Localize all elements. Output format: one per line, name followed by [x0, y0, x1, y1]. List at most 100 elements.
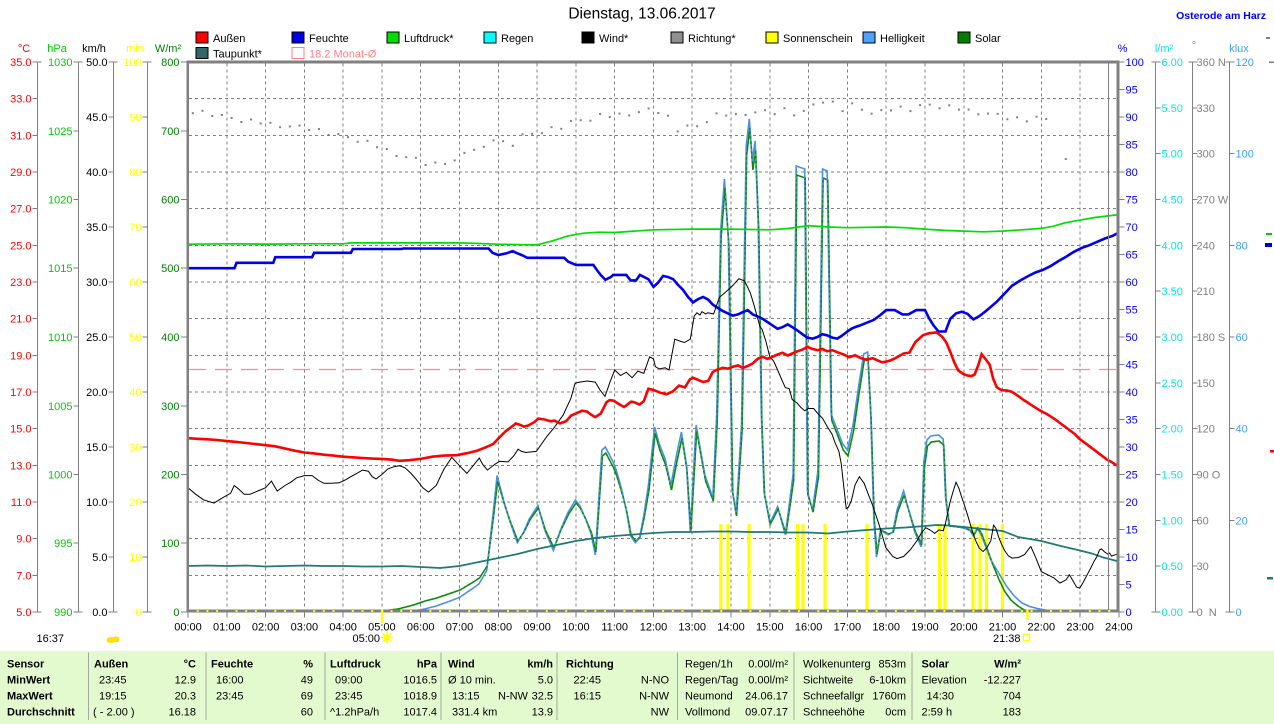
- svg-text:Wolkenunterg: Wolkenunterg: [803, 659, 871, 671]
- svg-text:4.00: 4.00: [1162, 240, 1183, 252]
- svg-text:16:15: 16:15: [574, 691, 602, 703]
- svg-text:W/m²: W/m²: [994, 659, 1021, 671]
- svg-text:0.0: 0.0: [92, 607, 107, 619]
- svg-text:10:00: 10:00: [562, 622, 590, 634]
- svg-text:30.0: 30.0: [86, 277, 107, 289]
- svg-text:1030: 1030: [48, 57, 72, 69]
- svg-text:17:00: 17:00: [834, 622, 862, 634]
- svg-text:20:00: 20:00: [950, 622, 978, 634]
- svg-text:300: 300: [161, 401, 179, 413]
- svg-text:30: 30: [129, 442, 141, 454]
- svg-text:35.0: 35.0: [10, 57, 31, 69]
- svg-text:24:00: 24:00: [1105, 622, 1133, 634]
- svg-text:°: °: [1192, 40, 1196, 52]
- svg-text:45: 45: [1126, 360, 1138, 372]
- svg-text:13.0: 13.0: [10, 460, 31, 472]
- svg-text:0 N: 0 N: [1197, 607, 1217, 619]
- svg-text:12:00: 12:00: [640, 622, 668, 634]
- svg-text:27.0: 27.0: [10, 204, 31, 216]
- svg-text:Taupunkt*: Taupunkt*: [213, 49, 263, 61]
- svg-text:11:00: 11:00: [601, 622, 628, 634]
- svg-text:400: 400: [161, 332, 179, 344]
- svg-text:90: 90: [129, 112, 141, 124]
- svg-text:Außen: Außen: [94, 659, 129, 671]
- svg-text:hPa: hPa: [417, 659, 438, 671]
- svg-text:10: 10: [1126, 552, 1138, 564]
- svg-text:0cm: 0cm: [885, 707, 906, 719]
- svg-text:853m: 853m: [878, 659, 906, 671]
- svg-text:90 O: 90 O: [1197, 470, 1221, 482]
- svg-text:90: 90: [1126, 112, 1138, 124]
- svg-text:16:37: 16:37: [36, 633, 64, 645]
- svg-text:N-NW: N-NW: [498, 691, 529, 703]
- svg-text:3.00: 3.00: [1162, 332, 1183, 344]
- svg-text:6-10km: 6-10km: [869, 675, 906, 687]
- svg-text:1010: 1010: [48, 332, 72, 344]
- svg-text:21.0: 21.0: [10, 314, 31, 326]
- svg-text:20: 20: [129, 497, 141, 509]
- svg-text:Wind*: Wind*: [599, 33, 629, 45]
- svg-text:1005: 1005: [48, 401, 72, 413]
- svg-text:7.0: 7.0: [16, 570, 31, 582]
- svg-text:Regen/Tag: Regen/Tag: [685, 675, 738, 687]
- svg-text:00:00: 00:00: [174, 622, 202, 634]
- svg-text:31.0: 31.0: [10, 130, 31, 142]
- svg-text:16.18: 16.18: [168, 707, 196, 719]
- svg-text:5.00: 5.00: [1162, 149, 1183, 161]
- svg-text:3.50: 3.50: [1162, 286, 1183, 298]
- svg-text:69: 69: [301, 691, 313, 703]
- svg-text:Regen: Regen: [501, 33, 533, 45]
- svg-text:Feuchte: Feuchte: [309, 33, 349, 45]
- svg-text:24.06.17: 24.06.17: [745, 691, 788, 703]
- svg-text:33.0: 33.0: [10, 94, 31, 106]
- svg-text:Elevation: Elevation: [922, 675, 967, 687]
- svg-text:21:00: 21:00: [989, 622, 1017, 634]
- svg-text:23:45: 23:45: [99, 675, 127, 687]
- svg-text:40.0: 40.0: [86, 167, 107, 179]
- svg-text:50: 50: [1126, 332, 1138, 344]
- svg-text:hPa: hPa: [47, 43, 67, 55]
- svg-text:300: 300: [1197, 149, 1215, 161]
- svg-text:5.0: 5.0: [16, 607, 31, 619]
- svg-text:03:00: 03:00: [291, 622, 319, 634]
- svg-text:1.00: 1.00: [1162, 515, 1183, 527]
- svg-text:70: 70: [1126, 222, 1138, 234]
- svg-text:1015: 1015: [48, 263, 72, 275]
- svg-text:14:00: 14:00: [717, 622, 745, 634]
- svg-text:MinWert: MinWert: [7, 675, 51, 687]
- svg-text:Luftdruck: Luftdruck: [330, 659, 382, 671]
- svg-text:22:00: 22:00: [1028, 622, 1056, 634]
- svg-text:500: 500: [161, 263, 179, 275]
- svg-text:60: 60: [1197, 515, 1209, 527]
- svg-text:20.3: 20.3: [175, 691, 196, 703]
- svg-text:%: %: [303, 659, 313, 671]
- svg-text:10.0: 10.0: [86, 497, 107, 509]
- svg-text:klux: klux: [1229, 43, 1249, 55]
- svg-text:120: 120: [1236, 57, 1254, 69]
- svg-text:35.0: 35.0: [86, 222, 107, 234]
- svg-text:09.07.17: 09.07.17: [745, 707, 788, 719]
- svg-text:1018.9: 1018.9: [403, 691, 437, 703]
- svg-text:240: 240: [1197, 240, 1215, 252]
- svg-text:%: %: [1118, 43, 1128, 55]
- svg-text:07:00: 07:00: [446, 622, 474, 634]
- svg-text:15.0: 15.0: [86, 442, 107, 454]
- svg-text:Sonnenschein: Sonnenschein: [783, 33, 853, 45]
- svg-text:65: 65: [1126, 250, 1138, 262]
- svg-text:32.5: 32.5: [532, 691, 553, 703]
- svg-text:04:00: 04:00: [329, 622, 357, 634]
- svg-text:270 W: 270 W: [1197, 195, 1229, 207]
- svg-text:1017.4: 1017.4: [403, 707, 437, 719]
- svg-text:25: 25: [1126, 470, 1138, 482]
- svg-text:W/m²: W/m²: [155, 43, 182, 55]
- svg-text:100: 100: [161, 538, 179, 550]
- svg-text:11.0: 11.0: [11, 497, 32, 509]
- svg-text:183: 183: [1003, 707, 1021, 719]
- svg-text:Luftdruck*: Luftdruck*: [404, 33, 454, 45]
- svg-text:23:00: 23:00: [1066, 622, 1094, 634]
- svg-text:Osterode am Harz: Osterode am Harz: [1176, 10, 1266, 22]
- svg-text:Sichtweite: Sichtweite: [803, 675, 853, 687]
- svg-text:18:00: 18:00: [872, 622, 900, 634]
- svg-text:23:45: 23:45: [335, 691, 363, 703]
- svg-text:0.00l/m²: 0.00l/m²: [748, 675, 788, 687]
